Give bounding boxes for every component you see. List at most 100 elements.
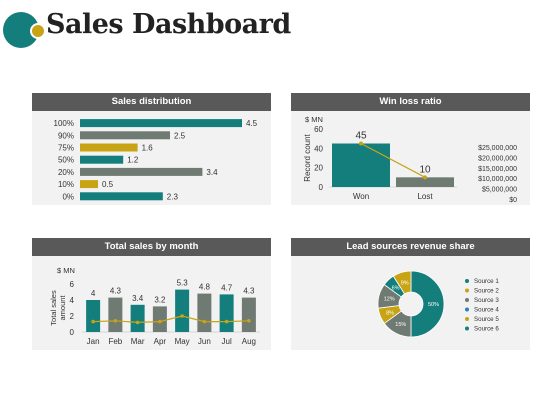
data-label: 4.8 bbox=[199, 283, 211, 292]
bar bbox=[332, 143, 390, 187]
slice-label: 6% bbox=[392, 286, 400, 292]
category-label: 75% bbox=[58, 144, 74, 153]
legend-marker bbox=[465, 298, 469, 302]
x-tick-label: May bbox=[175, 337, 190, 346]
line-point bbox=[359, 141, 363, 146]
legend-marker bbox=[465, 326, 469, 331]
panel-title: Total sales by month bbox=[32, 238, 271, 256]
legend-marker bbox=[465, 288, 469, 293]
logo-circle-small bbox=[30, 23, 46, 39]
line-series bbox=[360, 142, 426, 178]
legend-label: Source 6 bbox=[474, 326, 499, 333]
x-tick-label: Aug bbox=[242, 337, 256, 346]
legend-label: Source 1 bbox=[474, 278, 499, 285]
page-title: Sales Dashboard bbox=[46, 9, 291, 40]
y-tick-label: 20 bbox=[314, 164, 323, 173]
category-label: 10% bbox=[58, 180, 74, 189]
x-tick-label: Jun bbox=[198, 337, 211, 346]
y-axis-label: Record count bbox=[303, 133, 312, 181]
bar bbox=[80, 155, 124, 164]
category-label: 0% bbox=[62, 192, 74, 201]
bar bbox=[80, 143, 138, 152]
bar bbox=[175, 289, 190, 332]
x-tick-label: Lost bbox=[417, 192, 433, 201]
data-label: 1.2 bbox=[127, 156, 139, 165]
panel-sales-distribution: Sales distribution 100% 4.5 90% 2.5 75% 1.6 50… bbox=[32, 93, 271, 205]
data-label: 5.3 bbox=[177, 279, 189, 288]
bar bbox=[80, 167, 203, 176]
data-label: 10 bbox=[419, 164, 431, 175]
data-label: 3.4 bbox=[132, 294, 144, 303]
x-tick-label: Apr bbox=[154, 337, 167, 346]
data-label: 0.5 bbox=[102, 180, 114, 189]
y-tick-label: 0 bbox=[70, 328, 75, 337]
legend-marker bbox=[465, 307, 469, 312]
lead-sources-chart: 50% 15%8% 12% 6%9% Source 1 Source 2 Source 3 S… bbox=[377, 270, 499, 338]
y-axis-label: Total salesamount bbox=[49, 290, 67, 326]
y-tick-label: 4 bbox=[70, 296, 75, 305]
data-label: 2.5 bbox=[174, 131, 186, 140]
panel-total-sales: Total sales by month $ MN 0 2 4 6 Total sales… bbox=[32, 238, 271, 350]
x-tick-label: Jan bbox=[87, 337, 100, 346]
bar bbox=[197, 293, 212, 332]
legend-label: Source 4 bbox=[474, 307, 499, 314]
data-label: 3.2 bbox=[154, 295, 166, 304]
legend-marker bbox=[465, 279, 469, 283]
y-tick-label: 40 bbox=[314, 144, 323, 153]
line-point bbox=[423, 175, 427, 180]
bar bbox=[108, 297, 123, 332]
secondary-y-tick-label: $15,000,000 bbox=[478, 166, 517, 173]
panel-title: Sales distribution bbox=[32, 93, 271, 111]
data-label: 45 bbox=[355, 131, 367, 142]
legend-label: Source 2 bbox=[474, 288, 499, 295]
donut-slice bbox=[392, 270, 412, 295]
unit-label: $ MN bbox=[305, 115, 323, 124]
donut-slice bbox=[410, 270, 445, 338]
line-point bbox=[247, 319, 251, 323]
data-label: 1.6 bbox=[142, 144, 154, 153]
legend-label: Source 5 bbox=[474, 316, 499, 323]
category-label: 20% bbox=[58, 168, 74, 177]
sales-distribution-chart: 100% 4.5 90% 2.5 75% 1.6 50% 1.2 20% 3.4 10% 0.5 0% 2… bbox=[54, 119, 258, 201]
line-point bbox=[135, 320, 140, 325]
panel-lead-sources: Lead sources revenue share 50% 15% 8% 12% 6%… bbox=[291, 238, 530, 350]
bar bbox=[219, 294, 234, 332]
bar bbox=[130, 304, 145, 332]
panel-title: Lead sources revenue share bbox=[291, 238, 530, 256]
legend-label: Source 3 bbox=[474, 297, 499, 304]
line-point bbox=[224, 319, 229, 324]
bar bbox=[80, 180, 98, 189]
data-label: 4.3 bbox=[243, 287, 255, 296]
bar bbox=[80, 119, 242, 128]
bar bbox=[396, 177, 454, 187]
secondary-y-tick-label: $25,000,000 bbox=[478, 145, 517, 152]
line-point bbox=[158, 319, 162, 324]
slice-label: 9% bbox=[401, 280, 409, 286]
category-label: 90% bbox=[58, 131, 74, 140]
slice-label: 15% bbox=[395, 322, 406, 328]
slice-label: 12% bbox=[384, 296, 395, 302]
x-tick-label: Won bbox=[353, 192, 369, 201]
secondary-y-tick-label: $20,000,000 bbox=[478, 155, 517, 162]
y-tick-label: 60 bbox=[314, 125, 323, 134]
data-label: 4 bbox=[91, 289, 96, 298]
bar bbox=[80, 192, 163, 201]
line-point bbox=[180, 314, 184, 318]
secondary-y-tick-label: $10,000,000 bbox=[478, 176, 517, 183]
unit-label: $ MN bbox=[57, 266, 75, 275]
bar bbox=[86, 300, 101, 332]
category-label: 100% bbox=[54, 119, 74, 128]
secondary-y-tick-label: $5,000,000 bbox=[482, 187, 517, 194]
line-point bbox=[202, 319, 207, 324]
x-tick-label: Jul bbox=[222, 337, 232, 346]
slice-label: 50% bbox=[428, 302, 439, 308]
slice-label: 8% bbox=[386, 310, 394, 316]
y-tick-label: 0 bbox=[319, 183, 324, 192]
line-series bbox=[93, 315, 249, 324]
data-label: 4.5 bbox=[246, 119, 258, 128]
panel-win-loss: Win loss ratio $ MN 0 20 40 60 Record count Wo… bbox=[291, 93, 530, 205]
data-label: 2.3 bbox=[167, 192, 179, 201]
line-point bbox=[91, 319, 95, 324]
